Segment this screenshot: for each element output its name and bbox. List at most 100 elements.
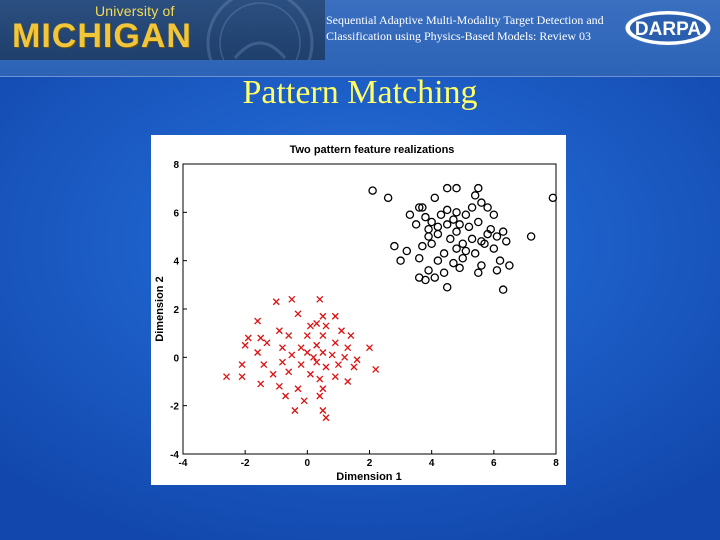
chart-title: Two pattern feature realizations: [290, 144, 455, 156]
university-logo: University of MICHIGAN: [0, 0, 325, 60]
scatter-point-x: [260, 361, 268, 369]
scatter-figure: Two pattern feature realizations -4 -2 0 2 4…: [151, 135, 566, 485]
scatter-point-x: [306, 322, 314, 330]
scatter-point-x: [279, 344, 286, 352]
scatter-point-circle: [458, 239, 467, 249]
scatter-point-x: [316, 295, 324, 303]
scatter-point-circle: [474, 183, 483, 193]
scatter-point-x: [344, 344, 352, 352]
scatter-point-circle: [461, 246, 471, 256]
scatter-point-circle: [464, 222, 474, 232]
scatter-point-x: [288, 295, 296, 303]
scatter-point-circle: [483, 229, 492, 239]
scatter-point-x: [238, 361, 246, 369]
scatter-point-x: [322, 414, 330, 422]
scatter-point-circle: [452, 244, 461, 253]
scatter-point-x: [285, 368, 293, 376]
scatter-point-x: [319, 312, 327, 320]
scatter-point-circle: [414, 203, 424, 212]
scatter-point-circle: [442, 282, 452, 292]
scatter-point-x: [288, 351, 296, 359]
scatter-point-x: [306, 370, 314, 378]
scatter-point-x: [344, 378, 352, 385]
y-tick-label: -4: [170, 450, 179, 461]
scatter-point-circle: [427, 217, 436, 227]
scatter-point-x: [338, 327, 345, 335]
scatter-point-x: [244, 334, 252, 342]
scatter-point-x: [241, 341, 249, 349]
scatter-point-circle: [368, 186, 377, 195]
scatter-point-circle: [492, 232, 502, 241]
scatter-point-circle: [405, 210, 415, 220]
x-tick-label: 2: [367, 458, 373, 469]
x-tick-label: 6: [491, 458, 497, 469]
scatter-point-circle: [470, 191, 480, 200]
scatter-point-x: [285, 332, 293, 340]
scatter-point-x: [350, 363, 358, 371]
scatter-point-x: [322, 363, 330, 371]
scatter-point-circle: [421, 212, 430, 222]
scatter-point-circle: [449, 258, 458, 268]
x-axis-label: Dimension 1: [336, 471, 401, 483]
scatter-point-circle: [458, 254, 467, 263]
scatter-point-x: [254, 317, 262, 325]
scatter-point-x: [297, 361, 305, 369]
scatter-point-x: [257, 380, 265, 388]
logo-line-1: University of: [95, 3, 175, 19]
scatter-point-x: [294, 310, 302, 318]
scatter-point-x: [328, 351, 336, 359]
x-tick-label: -4: [179, 458, 188, 469]
scatter-point-x: [279, 358, 286, 366]
scatter-point-circle: [418, 203, 427, 212]
header-title: Sequential Adaptive Multi-Modality Targe…: [326, 13, 604, 43]
scatter-point-circle: [452, 208, 461, 217]
y-tick-label: 4: [173, 257, 179, 268]
scatter-point-x: [263, 339, 271, 347]
scatter-point-circle: [396, 256, 405, 265]
scatter-point-x: [319, 385, 327, 393]
x-tick-label: 8: [553, 458, 559, 469]
scatter-point-x: [313, 341, 321, 349]
scatter-point-circle: [446, 234, 455, 244]
scatter-point-circle: [442, 205, 452, 215]
scatter-point-circle: [483, 203, 492, 212]
slide-title: Pattern Matching: [242, 74, 478, 111]
scatter-point-x: [334, 361, 342, 369]
scatter-point-x: [238, 373, 246, 381]
y-tick-label: 6: [173, 208, 179, 219]
scatter-point-circle: [477, 261, 486, 270]
scatter-point-circle: [427, 239, 436, 249]
scatter-point-circle: [526, 232, 536, 241]
scatter-point-circle: [418, 241, 427, 251]
scatter-point-circle: [414, 254, 424, 263]
scatter-point-circle: [467, 203, 477, 212]
scatter-point-x: [341, 353, 349, 361]
scatter-point-circle: [442, 183, 452, 193]
scatter-point-circle: [502, 237, 511, 246]
scatter-point-circle: [470, 249, 480, 258]
y-tick-label: 2: [173, 305, 179, 316]
scatter-plot: Two pattern feature realizations -4 -2 0 2 4…: [154, 144, 559, 483]
logo-line-2: MICHIGAN: [12, 17, 192, 55]
scatter-point-circle: [430, 193, 440, 203]
scatter-point-x: [275, 327, 283, 335]
scatter-point-circle: [452, 183, 461, 193]
scatter-point-x: [310, 353, 318, 361]
x-tick-label: 4: [429, 458, 435, 469]
scatter-point-x: [254, 349, 262, 356]
scatter-point-circle: [477, 198, 486, 207]
scatter-point-circle: [474, 268, 483, 277]
scatter-point-circle: [383, 193, 393, 203]
scatter-point-x: [291, 407, 299, 414]
scatter-point-circle: [433, 256, 443, 265]
y-tick-label: 8: [173, 160, 179, 171]
scatter-point-circle: [461, 210, 471, 220]
scatter-point-circle: [402, 246, 412, 256]
scatter-point-circle: [439, 268, 449, 277]
scatter-point-circle: [452, 227, 461, 236]
scatter-point-x: [372, 365, 380, 373]
scatter-point-circle: [489, 244, 499, 253]
scatter-point-circle: [433, 229, 443, 239]
header-bar: University of MICHIGAN Sequential Adapti…: [0, 0, 720, 77]
scatter-point-circle: [455, 263, 464, 273]
